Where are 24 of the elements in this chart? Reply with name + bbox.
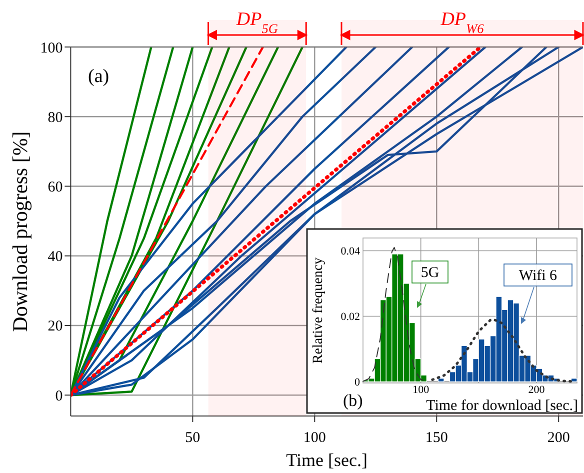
annotation: Wifi 6 bbox=[518, 268, 558, 284]
y-tick-label: 100 bbox=[40, 40, 63, 56]
x-axis-title: Time for download [sec.] bbox=[426, 398, 578, 414]
y-tick-label: 20 bbox=[48, 318, 63, 335]
y-tick-label: 0.02 bbox=[340, 311, 360, 324]
x-axis-title: Time [sec.] bbox=[286, 450, 368, 470]
band-label: DP$_{5G}$ bbox=[235, 9, 278, 36]
y-tick-label: 0 bbox=[354, 376, 360, 389]
x-tick-label: 200 bbox=[528, 384, 546, 396]
band-label: DP$_{W6}$ bbox=[440, 9, 484, 36]
y-tick-label: 0 bbox=[55, 388, 63, 404]
x-tick-label: 150 bbox=[425, 430, 448, 446]
y-axis-title: Relative frequency bbox=[311, 257, 326, 364]
annotation: (a) bbox=[88, 66, 110, 87]
y-tick-label: 60 bbox=[48, 179, 63, 196]
y-tick-label: 0.04 bbox=[340, 246, 360, 258]
annotation: (b) bbox=[343, 391, 363, 410]
annotation: 5G bbox=[420, 265, 440, 281]
x-tick-label: 50 bbox=[185, 430, 200, 446]
y-axis-title: Download progress [%] bbox=[8, 131, 32, 332]
y-tick-label: 80 bbox=[48, 110, 63, 126]
y-tick-label: 40 bbox=[48, 249, 63, 266]
x-tick-label: 100 bbox=[303, 430, 326, 446]
x-tick-label: 200 bbox=[547, 430, 570, 446]
